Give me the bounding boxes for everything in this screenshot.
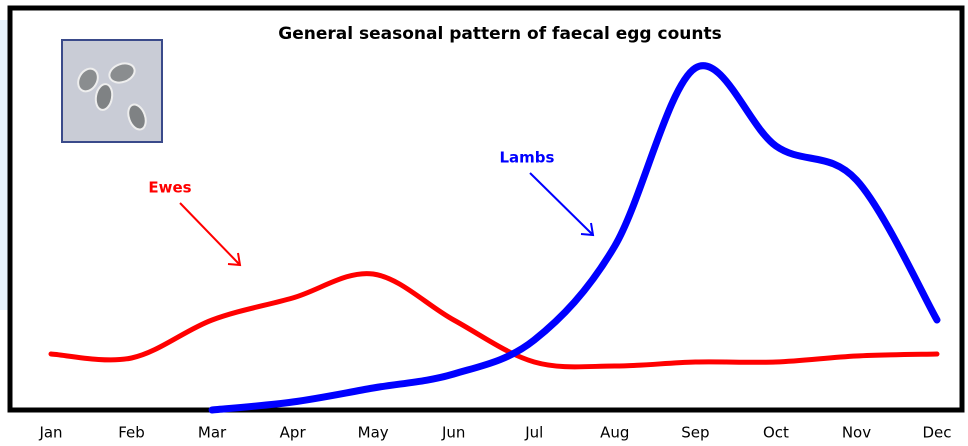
- x-tick-label: Aug: [600, 424, 629, 442]
- x-tick-label: May: [358, 424, 389, 442]
- x-tick-label: Feb: [118, 424, 145, 442]
- series-line: [208, 62, 941, 414]
- arrow-head: [227, 252, 242, 267]
- x-tick-label: Jun: [441, 424, 465, 442]
- ewes-arrow: [179, 202, 242, 267]
- x-tick-label: Sep: [681, 424, 709, 442]
- egg: [127, 103, 147, 131]
- chart-title: General seasonal pattern of faecal egg c…: [278, 24, 721, 44]
- x-tick-label: Oct: [763, 424, 789, 442]
- egg: [108, 62, 136, 84]
- series-line: [48, 271, 940, 370]
- arrow-shaft: [179, 202, 241, 266]
- series-label: Lambs: [500, 149, 555, 167]
- egg: [77, 67, 99, 93]
- lambs-arrow: [529, 172, 595, 237]
- arrow-shaft: [529, 172, 594, 236]
- side-tint: [0, 20, 10, 310]
- egg: [94, 83, 114, 111]
- x-tick-label: Jul: [524, 424, 543, 442]
- arrow-head: [580, 222, 595, 237]
- x-tick-label: Mar: [198, 424, 227, 442]
- x-tick-label: Nov: [842, 424, 871, 442]
- series-label: Ewes: [148, 179, 191, 197]
- egg-photo: [61, 39, 163, 143]
- x-tick-label: Apr: [280, 424, 307, 442]
- x-tick-label: Dec: [922, 424, 951, 442]
- x-tick-label: Jan: [38, 424, 62, 442]
